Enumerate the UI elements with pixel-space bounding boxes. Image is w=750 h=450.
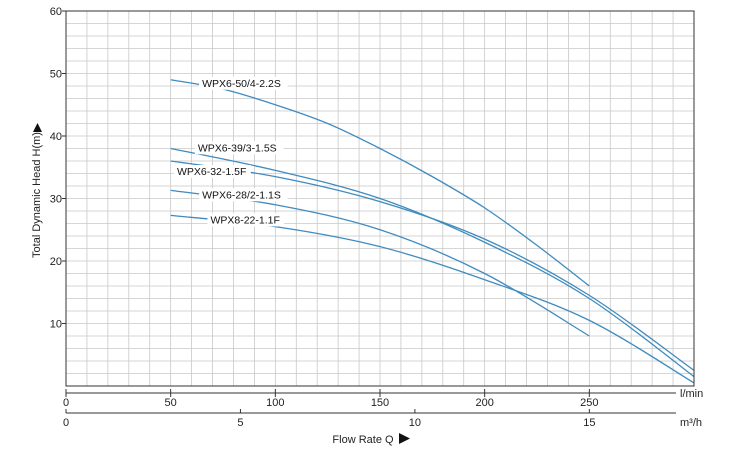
y-tick-label: 50 xyxy=(50,69,62,81)
curve-label: WPX8-22-1.1F xyxy=(210,214,279,226)
lmin-tick-label: 250 xyxy=(580,397,598,409)
y-axis-label: Total Dynamic Head H(m) xyxy=(31,132,43,258)
curve-wpx6-32-1-5f xyxy=(170,160,695,371)
y-tick-label: 20 xyxy=(50,256,62,268)
curve-label-bg xyxy=(194,141,284,155)
curve-label: WPX6-39/3-1.5S xyxy=(198,142,277,154)
y-tick-label: 60 xyxy=(50,6,62,18)
x-axis-label: Flow Rate Q xyxy=(332,434,394,446)
lmin-unit-label: l/min xyxy=(680,388,703,400)
y-tick-label: 30 xyxy=(50,194,62,206)
m3h-tick-label: 0 xyxy=(63,417,69,429)
m3h-unit-label: m³/h xyxy=(680,417,702,429)
y-tick-label: 40 xyxy=(50,131,62,143)
y-tick-label: 10 xyxy=(50,319,62,331)
m3h-tick-label: 15 xyxy=(583,417,595,429)
x-axis-arrow-icon xyxy=(399,433,410,444)
curve-wpx8-22-1-1f xyxy=(170,214,695,384)
y-axis-arrow-icon xyxy=(33,123,42,132)
curve-wpx6-50-4-2-2s xyxy=(170,79,590,287)
curves: WPX6-50/4-2.2S WPX6-39/3-1.5S WPX6-32-1.5F… xyxy=(170,76,695,384)
lmin-tick-label: 150 xyxy=(371,397,389,409)
curve-label-bg xyxy=(199,188,288,202)
curve-label-bg xyxy=(199,76,288,90)
curve-label: WPX6-28/2-1.1S xyxy=(202,189,281,201)
lmin-tick-label: 0 xyxy=(63,397,69,409)
lmin-tick-label: 200 xyxy=(475,397,493,409)
curve-label-bg xyxy=(207,213,285,227)
m3h-tick-label: 10 xyxy=(409,417,421,429)
curve-label: WPX6-32-1.5F xyxy=(177,166,246,178)
lmin-tick-label: 50 xyxy=(165,397,177,409)
lmin-tick-label: 100 xyxy=(266,397,284,409)
m3h-tick-label: 5 xyxy=(237,417,243,429)
curve-label-bg xyxy=(173,165,251,178)
curve-label: WPX6-50/4-2.2S xyxy=(202,78,281,90)
axes: 10 20 30 40 50 60 0 50 100 150 200 250 l/min 0 5 10 15 m³… xyxy=(50,6,703,429)
